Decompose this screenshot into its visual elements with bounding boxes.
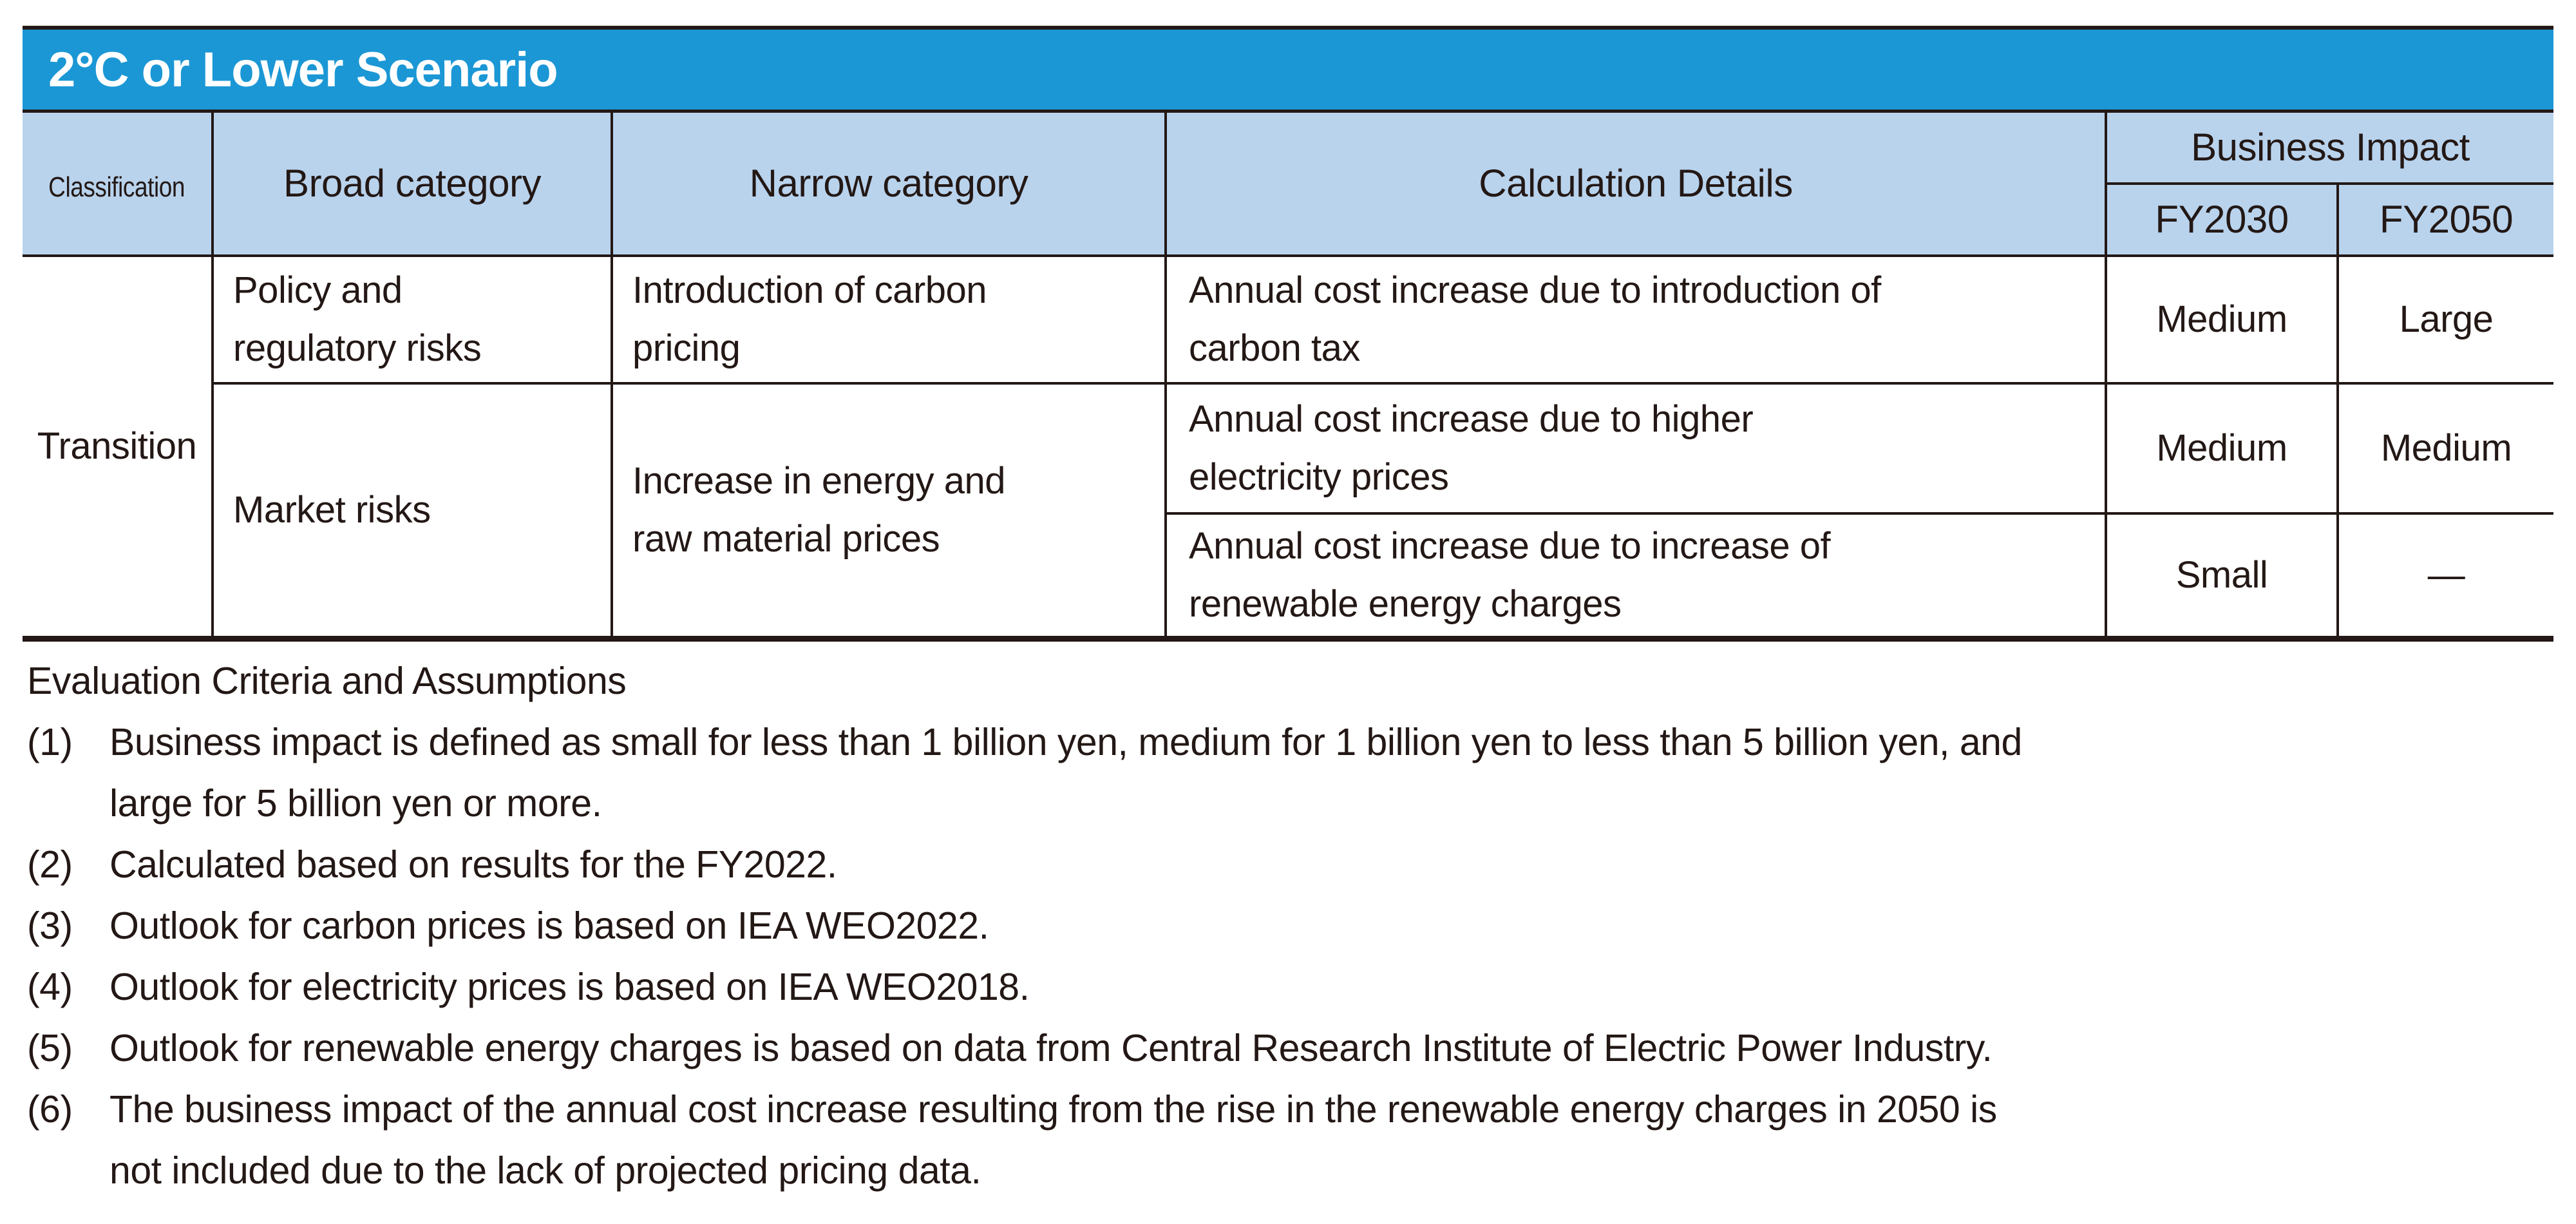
note-text-1: Business impact is defined as small for …: [109, 721, 2022, 825]
note-item-5: (5) Outlook for renewable energy charges…: [27, 1018, 2571, 1079]
cell-calc-carbon-tax: Annual cost increase due to introduction…: [1164, 254, 2107, 385]
cell-impact-fy2030-carbon-tax: Medium: [2105, 254, 2339, 385]
table-row-electricity-prices: Market risks Increase in energy and raw …: [23, 381, 2555, 640]
table-row-renewable-charges: Annual cost increase due to increase of …: [23, 512, 2555, 640]
cell-impact-fy2030-renewable: Small: [2105, 512, 2339, 640]
cell-impact-fy2030-electricity: Medium: [2105, 381, 2339, 515]
col-header-broad-category: Broad category: [211, 110, 613, 257]
note-text-6: The business impact of the annual cost i…: [109, 1088, 1997, 1192]
note-item-1: (1) Business impact is defined as small …: [27, 712, 2571, 834]
cell-narrow-carbon-pricing: Introduction of carbon pricing: [611, 254, 1167, 385]
header-row-top: Classification Broad category Narrow cat…: [21, 110, 2555, 257]
note-marker-5: (5): [27, 1027, 73, 1069]
note-text-2: Calculated based on results for the FY20…: [109, 843, 837, 886]
table-row-carbon-tax: Transition Policy and regulatory risks I…: [21, 254, 2555, 640]
notes-section: Evaluation Criteria and Assumptions (1) …: [27, 651, 2571, 1201]
cell-impact-fy2050-electricity: Medium: [2336, 381, 2555, 515]
scenario-panel: 2°C or Lower Scenario Classification Bro…: [21, 26, 2555, 642]
col-header-classification: Classification: [21, 110, 214, 257]
col-header-narrow-category: Narrow category: [611, 110, 1167, 257]
note-text-5: Outlook for renewable energy charges is …: [109, 1027, 1993, 1069]
cell-broad-market-risks: Market risks: [211, 381, 613, 640]
col-header-calculation-details: Calculation Details: [1164, 110, 2107, 257]
cell-impact-fy2050-carbon-tax: Large: [2336, 254, 2555, 385]
cell-impact-fy2050-renewable: —: [2336, 512, 2555, 640]
notes-heading: Evaluation Criteria and Assumptions: [27, 660, 627, 702]
note-marker-3: (3): [27, 904, 73, 947]
col-header-fy2050: FY2050: [2336, 182, 2555, 257]
note-marker-2: (2): [27, 843, 73, 886]
note-item-3: (3) Outlook for carbon prices is based o…: [27, 895, 2571, 957]
note-text-3: Outlook for carbon prices is based on IE…: [109, 904, 989, 947]
note-marker-1: (1): [27, 721, 73, 763]
note-marker-6: (6): [27, 1088, 73, 1131]
note-marker-4: (4): [27, 966, 73, 1008]
cell-calc-electricity-prices: Annual cost increase due to higher elect…: [1164, 381, 2107, 515]
cell-broad-policy-regulatory: Policy and regulatory risks: [211, 254, 613, 385]
col-header-business-impact: Business Impact: [2105, 110, 2555, 185]
cell-narrow-energy-raw-material: Increase in energy and raw material pric…: [611, 381, 1167, 640]
cell-calc-renewable-charges: Annual cost increase due to increase of …: [1164, 512, 2107, 640]
col-header-classification-label: Classification: [48, 171, 185, 204]
cell-classification-transition: Transition: [21, 254, 214, 640]
note-text-4: Outlook for electricity prices is based …: [109, 966, 1030, 1008]
col-header-fy2030: FY2030: [2105, 182, 2339, 257]
note-item-2: (2) Calculated based on results for the …: [27, 834, 2571, 895]
note-item-4: (4) Outlook for electricity prices is ba…: [27, 957, 2571, 1018]
risk-assessment-table: Classification Broad category Narrow cat…: [21, 110, 2555, 642]
note-item-6: (6) The business impact of the annual co…: [27, 1079, 2571, 1201]
scenario-title-bar: 2°C or Lower Scenario: [23, 26, 2553, 110]
header-row-fiscal-years: FY2030 FY2050: [23, 182, 2555, 257]
scenario-title: 2°C or Lower Scenario: [48, 42, 558, 97]
